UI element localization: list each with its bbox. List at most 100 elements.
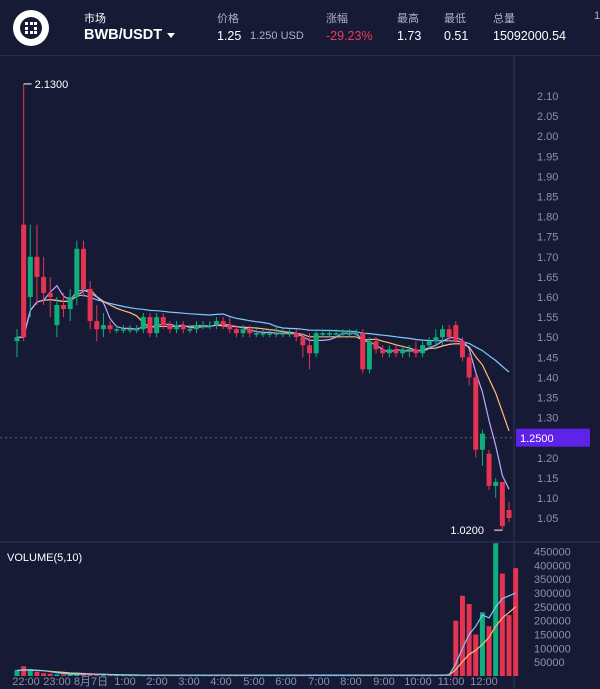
min-price-label: 1.0200 [450,525,484,537]
candle-body [147,317,153,334]
candle-body [293,333,299,338]
volume-title: VOLUME(5,10) [7,552,82,564]
candle-body [14,337,20,342]
time-tick-label: 2:00 [146,676,167,688]
candle-body [61,305,67,310]
candle-body [493,481,499,486]
price-tick-label: 1.95 [537,151,558,163]
price-tick-label: 2.05 [537,111,558,123]
volume-value: 15092000.54 [493,29,566,43]
market-header: 市场 BWB/USDT 价格 1.25 1.250 USD 涨幅 -29.23%… [0,0,600,56]
candle-body [233,329,239,334]
candle-body [213,321,219,326]
candle-body [459,341,465,358]
volume-bar [506,615,512,676]
volume-tick-label: 350000 [534,574,571,586]
pair-selector[interactable]: BWB/USDT [84,27,163,43]
price-tick-label: 1.65 [537,272,558,284]
time-tick-label: 7:00 [308,676,329,688]
time-tick-label: 3:00 [178,676,199,688]
candle-body [420,345,426,354]
candle-body [273,333,279,335]
price-tick-label: 1.55 [537,312,558,324]
volume-bar [107,675,113,677]
candle-body [433,337,439,342]
candle-body [413,349,419,354]
price-tick-label: 1.60 [537,292,558,304]
ma30-line [17,294,510,373]
candle-body [320,333,326,335]
price-tick-label: 1.90 [537,171,558,183]
volume-tick-label: 100000 [534,643,571,655]
candle-body [479,433,485,450]
volume-bar [486,626,492,676]
price-value: 1.25 [217,29,242,43]
candle-body [300,337,306,346]
candle-body [200,325,206,327]
volume-tick-label: 400000 [534,560,571,572]
volume-bar [41,673,47,676]
time-tick-label: 10:00 [404,676,432,688]
current-price-tag [516,428,590,447]
candle-body [333,333,339,335]
volume-bar [493,543,499,676]
price-usd-value: 1.250 USD [250,30,304,42]
candle-body [27,256,33,297]
volume-bar [513,568,519,676]
volume-bar [100,674,106,676]
exchange-logo-icon[interactable] [13,10,49,46]
volume-tick-label: 50000 [534,657,565,669]
volume-bar [473,634,479,676]
candle-body [400,349,406,354]
candle-body [393,349,399,354]
candle-body [67,297,73,310]
candle-body [386,349,392,354]
candle-body [154,317,160,334]
volume-bar [80,673,86,676]
price-tick-label: 1.20 [537,453,558,465]
time-tick-label: 8:00 [340,676,361,688]
volume-bar [21,666,27,676]
time-tick-label: 1:00 [114,676,135,688]
volume-bar [499,573,505,676]
volume-tick-label: 150000 [534,630,571,642]
volume-bar [466,604,472,676]
chart-background [0,56,600,689]
change-value: -29.23% [326,29,373,43]
candle-body [373,341,379,350]
current-price-label: 1.2500 [520,433,554,445]
time-tick-label: 5:00 [243,676,264,688]
candle-body [280,333,286,335]
volume-tick-label: 250000 [534,602,571,614]
candle-body [360,333,366,370]
candle-body [440,329,446,338]
candle-body [41,276,47,293]
max-price-label: 2.1300 [35,79,69,91]
chart-area[interactable]: 2.10 2.05 2.00 1.95 1.90 1.85 1.80 1.75 1.70 1.65… [0,56,600,689]
volume-bar [47,673,53,676]
candle-body [346,333,352,335]
chevron-down-icon[interactable] [167,33,175,38]
candle-body [187,329,193,331]
candle-body [426,341,432,346]
candle-body [380,349,386,354]
volume-bar [67,674,73,676]
volume-bar [27,669,33,676]
candle-body [160,317,166,326]
market-label: 市场 [84,13,106,25]
volume-bar [453,620,459,676]
high-label: 最高 [397,13,419,25]
candle-body [499,481,505,527]
price-tick-label: 1.50 [537,332,558,344]
volume-bar [87,674,93,676]
candle-body [446,329,452,338]
price-tick-label: 1.85 [537,192,558,204]
candle-body [47,292,53,297]
time-tick-label: 9:00 [373,676,394,688]
volume-tick-label: 300000 [534,588,571,600]
candle-body [54,305,60,326]
price-label: 价格 [217,13,239,25]
time-tick-label: 4:00 [210,676,231,688]
candle-body [326,333,332,335]
price-tick-label: 1.30 [537,413,558,425]
